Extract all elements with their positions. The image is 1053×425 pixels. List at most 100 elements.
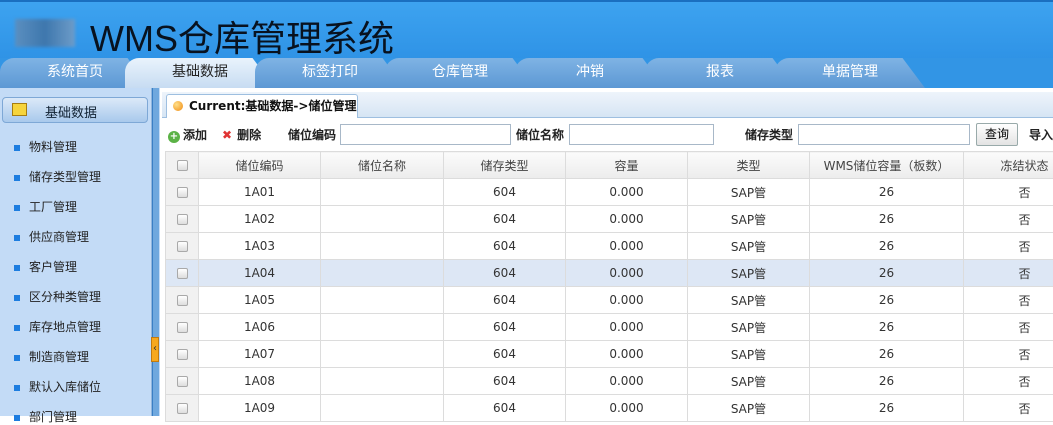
column-header[interactable]: WMS储位容量（板数）: [810, 152, 964, 179]
table-cell: 0.000: [566, 206, 688, 233]
table-cell: [321, 233, 444, 260]
sidebar-item-label: 物料管理: [29, 140, 77, 154]
collapse-sidebar-icon[interactable]: ‹: [151, 337, 159, 362]
nav-tab[interactable]: 报表: [645, 58, 795, 88]
table-cell: SAP管: [688, 395, 810, 422]
toolbar: +添加 ✖删除 储位编码 储位名称 储存类型 查询 导入: [160, 120, 1053, 148]
location-code-input[interactable]: [340, 124, 511, 145]
table-cell: 否: [964, 233, 1053, 260]
sidebar-item-label: 储存类型管理: [29, 170, 101, 184]
table-cell: [321, 368, 444, 395]
table-cell: 否: [964, 314, 1053, 341]
sidebar-item[interactable]: 库存地点管理: [14, 318, 101, 335]
sidebar-item[interactable]: 默认入库储位: [14, 378, 101, 395]
sidebar-item-label: 客户管理: [29, 260, 77, 274]
sidebar-item[interactable]: 部门管理: [14, 408, 77, 425]
folder-icon: [12, 103, 27, 116]
plus-icon: +: [168, 131, 180, 143]
add-button[interactable]: +添加: [168, 126, 207, 143]
column-header[interactable]: 储存类型: [444, 152, 566, 179]
table-cell: 1A08: [199, 368, 321, 395]
location-name-input[interactable]: [569, 124, 714, 145]
delete-button[interactable]: ✖删除: [222, 126, 261, 143]
column-header[interactable]: 类型: [688, 152, 810, 179]
bullet-icon: [14, 235, 20, 241]
table-cell: 1A06: [199, 314, 321, 341]
bullet-icon: [14, 415, 20, 421]
table-cell: [321, 314, 444, 341]
row-checkbox[interactable]: [166, 206, 199, 233]
table-cell: 0.000: [566, 314, 688, 341]
import-button[interactable]: 导入: [1029, 126, 1053, 143]
sidebar-item-label: 默认入库储位: [29, 380, 101, 394]
sidebar-item[interactable]: 物料管理: [14, 138, 77, 155]
table-cell: 1A01: [199, 179, 321, 206]
location-name-label: 储位名称: [516, 126, 564, 143]
sidebar-item[interactable]: 区分种类管理: [14, 288, 101, 305]
storage-type-input[interactable]: [798, 124, 970, 145]
nav-tab[interactable]: 单据管理: [775, 58, 925, 88]
nav-tab[interactable]: 冲销: [515, 58, 665, 88]
bullet-icon: [14, 325, 20, 331]
sidebar: 基础数据 物料管理储存类型管理工厂管理供应商管理客户管理区分种类管理库存地点管理…: [0, 88, 152, 416]
table-cell: 604: [444, 368, 566, 395]
app-header: WMS仓库管理系统: [0, 0, 1053, 58]
table-cell: 604: [444, 206, 566, 233]
table-cell: 0.000: [566, 260, 688, 287]
breadcrumb[interactable]: Current:基础数据->储位管理: [166, 94, 358, 118]
table-cell: 否: [964, 206, 1053, 233]
row-checkbox[interactable]: [166, 368, 199, 395]
table-cell: 604: [444, 233, 566, 260]
select-all-checkbox[interactable]: [166, 152, 199, 179]
sidebar-item[interactable]: 制造商管理: [14, 348, 89, 365]
breadcrumb-text: Current:基础数据->储位管理: [189, 99, 356, 113]
sidebar-item[interactable]: 工厂管理: [14, 198, 77, 215]
sidebar-item[interactable]: 客户管理: [14, 258, 77, 275]
table-cell: 26: [810, 233, 964, 260]
sidebar-item-label: 部门管理: [29, 410, 77, 424]
bullet-icon: [14, 355, 20, 361]
storage-type-label: 储存类型: [745, 126, 793, 143]
sidebar-item[interactable]: 储存类型管理: [14, 168, 101, 185]
column-header[interactable]: 储位编码: [199, 152, 321, 179]
column-header[interactable]: 冻结状态: [964, 152, 1053, 179]
nav-tab[interactable]: 标签打印: [255, 58, 405, 88]
table-cell: [321, 206, 444, 233]
table-cell: 0.000: [566, 179, 688, 206]
row-checkbox[interactable]: [166, 395, 199, 422]
query-button[interactable]: 查询: [976, 123, 1018, 146]
sidebar-splitter[interactable]: [152, 88, 160, 416]
table-cell: 0.000: [566, 233, 688, 260]
nav-tab[interactable]: 仓库管理: [385, 58, 535, 88]
app-title: WMS仓库管理系统: [90, 10, 394, 62]
column-header[interactable]: 容量: [566, 152, 688, 179]
row-checkbox[interactable]: [166, 233, 199, 260]
sidebar-item-label: 供应商管理: [29, 230, 89, 244]
column-header[interactable]: 储位名称: [321, 152, 444, 179]
table-cell: 26: [810, 368, 964, 395]
table-cell: 0.000: [566, 287, 688, 314]
row-checkbox[interactable]: [166, 341, 199, 368]
row-checkbox[interactable]: [166, 314, 199, 341]
sidebar-section-header[interactable]: 基础数据: [2, 97, 148, 123]
row-checkbox[interactable]: [166, 179, 199, 206]
table-cell: SAP管: [688, 368, 810, 395]
nav-tab[interactable]: 基础数据: [125, 58, 275, 88]
table-cell: 26: [810, 206, 964, 233]
sidebar-item[interactable]: 供应商管理: [14, 228, 89, 245]
table-cell: 26: [810, 314, 964, 341]
sidebar-section-label: 基础数据: [45, 102, 97, 121]
table-cell: 26: [810, 287, 964, 314]
row-checkbox[interactable]: [166, 260, 199, 287]
row-checkbox[interactable]: [166, 287, 199, 314]
